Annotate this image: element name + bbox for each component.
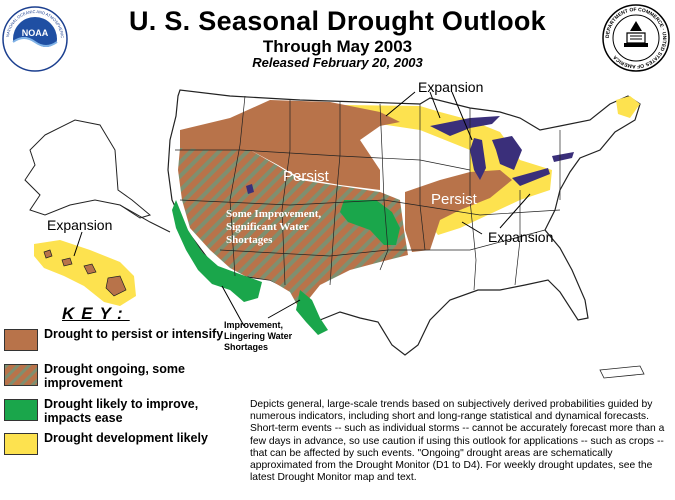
hawaii-islands [43,249,127,297]
commerce-seal: DEPARTMENT OF COMMERCE · UNITED STATES O… [602,4,670,72]
svg-text:Shortages: Shortages [224,342,268,352]
page-subtitle: Through May 2003 [262,37,413,56]
release-date: Released February 20, 2003 [252,55,423,70]
disclaimer-text: Depicts general, large-scale trends base… [250,399,665,484]
svg-text:Significant Water: Significant Water [226,221,309,233]
key-swatch-develop [4,433,38,455]
label-expansion-north: Expansion [418,79,483,95]
key-title: KEY: [62,304,130,323]
svg-text:Shortages: Shortages [226,234,273,246]
drought-outlook-map: Expansion Expansion Expansion Persist Pe… [24,79,645,379]
noaa-logo-text: NOAA [22,28,49,38]
persist-area-east [405,170,512,252]
key-label: Drought ongoing, some improvement [44,362,185,390]
key-item-persist: Drought to persist or intensify [4,327,224,359]
page-title: U. S. Seasonal Drought Outlook [128,6,547,36]
label-some-improvement: Some Improvement, Significant Water Shor… [226,208,321,246]
state-borders [175,95,561,291]
great-salt-lake [246,184,254,194]
annotation-arrows [73,91,531,327]
key-swatch-improve [4,399,38,421]
improvement-area [172,200,262,302]
key-item-improve: Drought likely to improve, impacts ease [4,397,224,429]
label-expansion-east: Expansion [488,229,553,245]
lake-ontario [552,152,574,162]
lake-superior [430,116,500,136]
development-area-north [270,104,552,235]
development-area-maine [616,96,640,118]
noaa-logo: NOAA NATIONAL OCEANIC AND ATMOSPHERIC AD… [2,6,68,72]
puerto-rico [599,365,645,379]
key-label: Drought development likely [44,431,208,445]
key-label: Drought likely to improve, impacts ease [44,397,199,425]
key-label: Drought to persist or intensify [44,327,224,341]
key-item-ongoing: Drought ongoing, some improvement [4,362,224,394]
label-persist-east: Persist [431,191,478,208]
lake-michigan [470,138,486,180]
label-expansion-hawaii: Expansion [47,217,112,233]
improvement-area-nm [296,290,328,335]
svg-text:Improvement,: Improvement, [224,320,283,330]
key-item-develop: Drought development likely [4,431,224,463]
lake-huron [492,136,522,170]
svg-text:Lingering Water: Lingering Water [224,331,293,341]
alaska-outline [24,119,152,219]
label-improvement-sw: Improvement, Lingering Water Shortages [224,320,293,352]
label-persist-west: Persist [283,168,330,185]
key-swatch-ongoing [4,364,38,386]
key-swatch-persist [4,329,38,351]
svg-text:Some Improvement,: Some Improvement, [226,208,321,220]
lake-erie [512,168,550,186]
ongoing-area [178,148,408,310]
